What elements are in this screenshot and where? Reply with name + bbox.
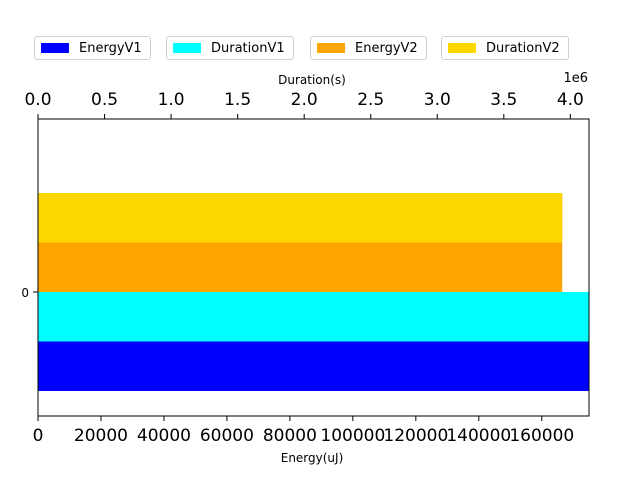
bottom-x-axis: 0 20000 40000 60000 80000 1000001200001400001… — [33, 416, 574, 446]
legend: EnergyV1 DurationV1 EnergyV2 DurationV2 — [0, 36, 640, 62]
top-tick-label: 2.5 — [357, 90, 384, 110]
legend-label-energyv1: EnergyV1 — [79, 40, 142, 56]
bottom-tick-label: 40000 — [137, 426, 191, 446]
legend-item-durationv1: DurationV1 — [166, 36, 294, 60]
legend-swatch-energyv1 — [41, 43, 69, 53]
bars-layer — [38, 193, 589, 391]
legend-swatch-energyv2 — [317, 43, 345, 53]
x-axis-label-bottom: Energy(uJ) — [281, 451, 344, 465]
plot-frame — [37, 118, 590, 417]
legend-item-energyv2: EnergyV2 — [310, 36, 427, 60]
top-tick-label: 3.0 — [424, 90, 451, 110]
top-x-axis: 0.0 0.5 1.0 1.5 2.0 2.5 3.0 3.5 4.0 — [24, 90, 584, 119]
top-tick-label: 4.0 — [557, 90, 584, 110]
top-tick-label: 0.5 — [91, 90, 118, 110]
top-tick-label: 0.0 — [24, 90, 51, 110]
bottom-tick-label: 0 — [33, 426, 44, 446]
legend-label-energyv2: EnergyV2 — [355, 40, 418, 56]
bottom-tick-label: 120000 — [383, 426, 448, 446]
bottom-tick-label: 160000 — [509, 426, 574, 446]
legend-item-durationv2: DurationV2 — [441, 36, 569, 60]
top-tick-label: 1.5 — [224, 90, 251, 110]
bottom-tick-label: 80000 — [263, 426, 317, 446]
bottom-tick-label: 140000 — [446, 426, 511, 446]
legend-swatch-durationv1 — [173, 43, 201, 53]
bottom-tick-label: 60000 — [200, 426, 254, 446]
bar-durationv1 — [38, 292, 589, 342]
y-tick-label: 0 — [21, 286, 29, 300]
x-axis-label-top: Duration(s) — [278, 73, 346, 87]
top-tick-label: 3.5 — [490, 90, 517, 110]
legend-swatch-durationv2 — [448, 43, 476, 53]
y-axis: 0 — [21, 286, 38, 300]
legend-label-durationv1: DurationV1 — [211, 40, 285, 56]
legend-item-energyv1: EnergyV1 — [34, 36, 151, 60]
legend-label-durationv2: DurationV2 — [486, 40, 560, 56]
bar-energyv2 — [38, 242, 563, 292]
bottom-tick-label: 20000 — [74, 426, 128, 446]
top-axis-offset-text: 1e6 — [563, 71, 588, 86]
bar-durationv2 — [38, 193, 563, 243]
top-tick-label: 1.0 — [158, 90, 185, 110]
bottom-tick-label: 100000 — [320, 426, 385, 446]
bar-energyv1 — [38, 341, 589, 391]
top-tick-label: 2.0 — [291, 90, 318, 110]
